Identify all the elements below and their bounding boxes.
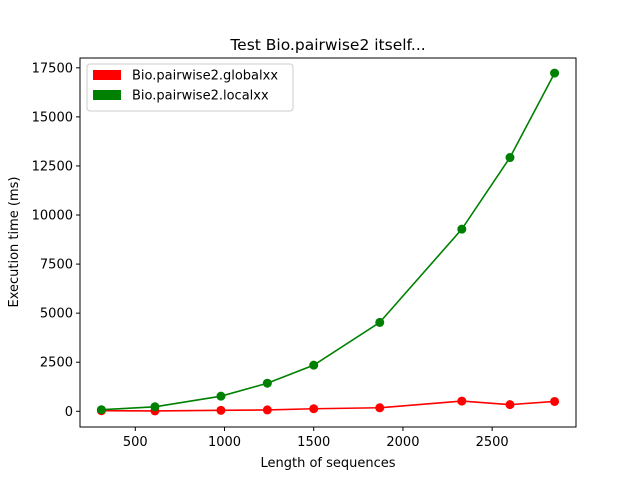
data-point <box>505 153 515 163</box>
x-axis-label: Length of sequences <box>260 456 395 471</box>
y-tick-label: 15000 <box>32 110 73 125</box>
y-tick-label: 12500 <box>32 159 73 174</box>
legend: Bio.pairwise2.globalxx Bio.pairwise2.loca… <box>86 63 294 112</box>
data-point <box>216 405 226 415</box>
legend-box <box>86 63 294 112</box>
data-point <box>375 403 385 413</box>
data-point <box>96 405 106 415</box>
y-tick-label: 17500 <box>32 61 73 76</box>
y-tick-label: 5000 <box>40 307 73 322</box>
legend-label: Bio.pairwise2.localxx <box>132 89 269 104</box>
y-tick-label: 0 <box>65 405 73 420</box>
plot-area <box>96 68 560 416</box>
data-point <box>262 378 272 388</box>
data-point <box>457 396 467 406</box>
y-axis: 0 2500 5000 7500 10000 12500 15000 17500 <box>32 61 80 420</box>
plot-frame <box>79 57 577 428</box>
data-point <box>505 400 515 410</box>
x-tick-label: 2000 <box>386 435 419 450</box>
data-point <box>550 68 560 78</box>
series-line <box>101 400 555 412</box>
data-point <box>375 317 385 327</box>
legend-label: Bio.pairwise2.globalxx <box>132 69 278 84</box>
x-tick-label: 1500 <box>297 435 330 450</box>
chart-title: Test Bio.pairwise2 itself... <box>229 36 425 54</box>
series-line <box>101 72 556 411</box>
data-point <box>550 396 560 406</box>
legend-swatch <box>93 90 121 100</box>
x-tick-label: 2500 <box>476 435 509 450</box>
x-axis: 500 1000 1500 2000 2500 <box>123 427 509 450</box>
legend-swatch <box>93 70 121 80</box>
data-point <box>457 224 467 234</box>
data-point <box>216 391 226 401</box>
y-tick-label: 7500 <box>40 258 73 273</box>
x-tick-label: 1000 <box>208 435 241 450</box>
data-point <box>262 405 272 415</box>
data-point <box>309 360 319 370</box>
y-axis-label: Execution time (ms) <box>7 176 22 307</box>
y-tick-label: 2500 <box>40 356 73 371</box>
y-tick-label: 10000 <box>32 209 73 224</box>
x-tick-label: 500 <box>123 435 148 450</box>
data-point <box>150 402 160 412</box>
data-point <box>309 404 319 414</box>
